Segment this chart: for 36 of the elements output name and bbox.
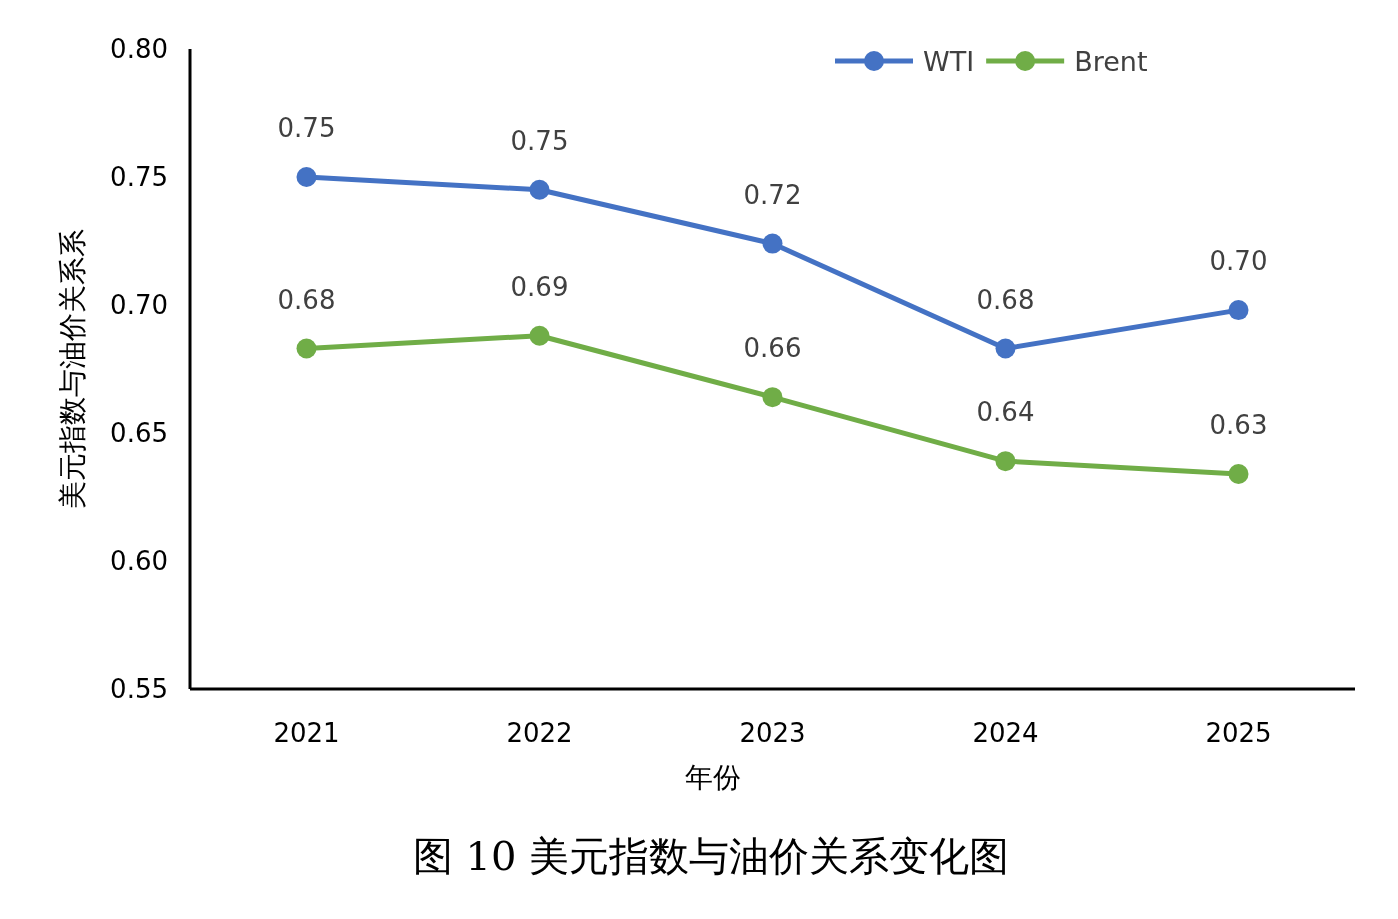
x-tick-label: 2022 — [506, 718, 573, 748]
point — [995, 451, 1016, 472]
text: 0.70 — [110, 290, 168, 320]
y-axis-title: 美元指数与油价关系系 — [56, 229, 89, 509]
point — [529, 179, 550, 200]
data-label: 0.75 — [510, 125, 569, 156]
text: 0.55 — [110, 674, 168, 704]
data-label: 0.63 — [1209, 409, 1268, 440]
text: 0.80 — [110, 34, 168, 64]
x-tick-label: 2025 — [1205, 718, 1272, 748]
x-tick-label: 2021 — [273, 718, 340, 748]
text: 图 10 美元指数与油价关系变化图 — [412, 833, 1010, 879]
legend-label: WTI — [923, 46, 975, 77]
point — [296, 167, 317, 187]
point — [529, 325, 550, 346]
point — [762, 233, 783, 254]
text: 0.75 — [110, 162, 168, 192]
text: 0.65 — [110, 418, 168, 448]
point — [995, 338, 1016, 359]
x-tick-label: 2023 — [739, 718, 806, 748]
x-axis-title: 年份 — [684, 761, 741, 794]
data-label: 0.64 — [976, 397, 1035, 428]
point — [296, 338, 317, 359]
x-tick-label: 2024 — [972, 718, 1039, 748]
point — [1228, 463, 1249, 484]
data-label: 0.75 — [277, 113, 336, 143]
data-label: 0.68 — [976, 284, 1035, 315]
data-label: 0.72 — [743, 179, 802, 210]
data-label: 0.70 — [1209, 246, 1268, 277]
text: 0.60 — [110, 546, 168, 576]
data-label: 0.66 — [743, 333, 802, 364]
legend-label: Brent — [1074, 46, 1148, 77]
data-label: 0.68 — [277, 284, 336, 315]
point — [762, 387, 783, 408]
point — [1228, 300, 1249, 321]
data-label: 0.69 — [510, 271, 569, 302]
